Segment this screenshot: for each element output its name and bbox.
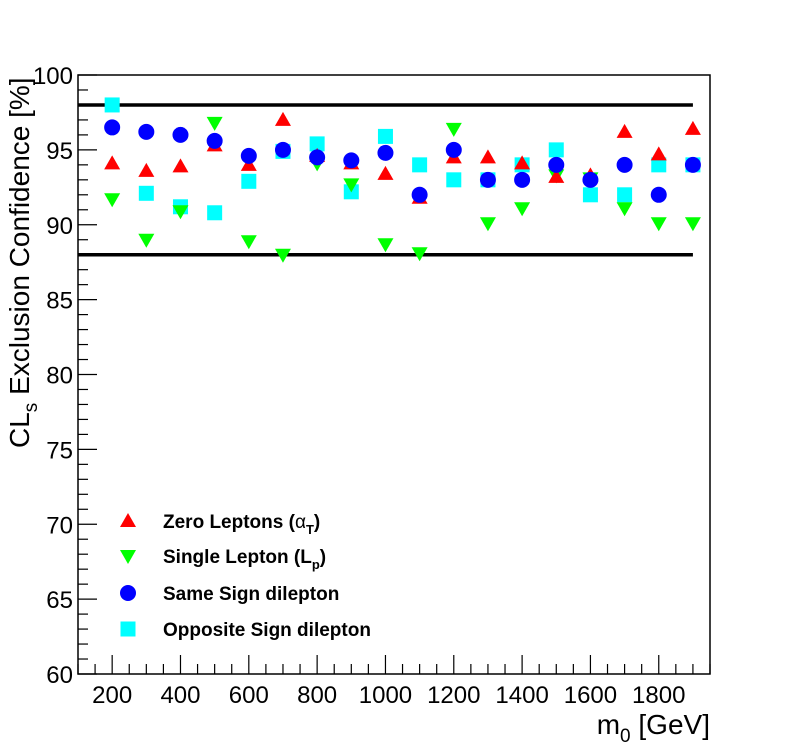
circle-point <box>274 141 291 158</box>
square-point <box>241 173 257 189</box>
legend-marker <box>120 621 136 637</box>
triangle-up-point <box>514 155 531 170</box>
circle-point <box>411 186 428 203</box>
triangle-down-point <box>650 217 667 232</box>
y-tick-label: 100 <box>33 63 73 90</box>
circle-point <box>206 132 223 149</box>
x-tick-label: 600 <box>229 682 269 709</box>
legend-label: Single Lepton (Lp) <box>163 547 326 572</box>
square-point <box>582 187 598 203</box>
series-circle <box>104 119 701 203</box>
triangle-down-point <box>104 193 121 208</box>
triangle-down-point <box>138 233 155 248</box>
legend-label: Zero Leptons (αT) <box>163 512 320 537</box>
circle-point <box>445 141 462 158</box>
triangle-down-point <box>514 202 531 217</box>
circle-point <box>650 186 667 203</box>
axis-ticks <box>77 74 711 675</box>
legend: Zero Leptons (αT) Single Lepton (Lp) Same … <box>120 512 371 641</box>
series-square <box>104 97 701 221</box>
legend-entry: Zero Leptons (αT) <box>120 512 320 537</box>
circle-point <box>548 156 565 173</box>
triangle-down-point <box>479 217 496 232</box>
legend-marker <box>120 585 136 601</box>
circle-point <box>479 171 496 188</box>
triangle-down-point <box>616 202 633 217</box>
triangle-up-point <box>650 146 667 161</box>
triangle-down-point <box>206 116 223 131</box>
x-axis-title: m0 [GeV] <box>597 709 710 747</box>
triangle-down-point <box>240 235 257 250</box>
triangle-up-point <box>138 162 155 177</box>
legend-marker <box>120 513 136 527</box>
circle-point <box>240 147 257 164</box>
triangle-up-point <box>616 123 633 138</box>
triangle-up-point <box>377 165 394 180</box>
y-tick-label: 95 <box>46 138 73 165</box>
circle-point <box>138 123 155 140</box>
y-tick-label: 80 <box>46 363 73 390</box>
triangle-up-point <box>172 158 189 173</box>
triangle-up-point <box>548 168 565 183</box>
x-tick-label: 1200 <box>427 682 480 709</box>
reference-lines <box>78 103 693 257</box>
triangle-down-point <box>343 178 360 193</box>
triangle-down-point <box>274 248 291 263</box>
data-markers <box>104 97 701 263</box>
circle-point <box>616 156 633 173</box>
y-tick-label: 65 <box>46 587 73 614</box>
circle-point <box>377 144 394 161</box>
square-point <box>617 187 633 203</box>
legend-entry: Opposite Sign dilepton <box>120 620 371 641</box>
y-tick-label: 70 <box>46 512 73 539</box>
y-tick-label: 60 <box>46 662 73 689</box>
square-point <box>412 157 428 173</box>
y-axis-title: CLs Exclusion Confidence [%] <box>4 77 42 448</box>
triangle-up-point <box>479 149 496 164</box>
triangle-up-point <box>684 120 701 135</box>
x-tick-label: 1000 <box>359 682 412 709</box>
x-tick-label: 800 <box>297 682 337 709</box>
circle-point <box>309 149 326 166</box>
series-triangle-down <box>104 116 701 263</box>
square-point <box>309 136 325 152</box>
x-tick-label: 400 <box>160 682 200 709</box>
square-point <box>651 157 667 173</box>
circle-point <box>514 171 531 188</box>
square-point <box>377 128 393 144</box>
triangle-down-point <box>172 205 189 220</box>
square-point <box>138 185 154 201</box>
square-point <box>207 205 223 221</box>
x-tick-label: 1400 <box>495 682 548 709</box>
y-tick-label: 75 <box>46 437 73 464</box>
circle-point <box>104 119 121 136</box>
legend-label: Same Sign dilepton <box>163 584 339 605</box>
legend-marker <box>120 550 136 564</box>
triangle-down-point <box>377 238 394 253</box>
legend-entry: Single Lepton (Lp) <box>120 547 326 572</box>
triangle-down-point <box>684 217 701 232</box>
triangle-up-point <box>274 111 291 126</box>
tick-labels: 60 65 70 75 80 85 90 95 100 200 400 600 800 1000 1200 1… <box>33 63 685 709</box>
x-tick-label: 1600 <box>564 682 617 709</box>
legend-label: Opposite Sign dilepton <box>163 620 371 641</box>
series-triangle-up <box>104 111 701 204</box>
x-tick-label: 1800 <box>632 682 685 709</box>
square-point <box>446 172 462 188</box>
circle-point <box>582 171 599 188</box>
circle-point <box>684 156 701 173</box>
y-tick-label: 90 <box>46 213 73 240</box>
square-point <box>104 97 120 113</box>
circle-point <box>343 152 360 169</box>
triangle-up-point <box>104 155 121 170</box>
circle-point <box>172 126 189 143</box>
legend-entry: Same Sign dilepton <box>120 584 339 605</box>
square-point <box>548 142 564 158</box>
y-tick-label: 85 <box>46 288 73 315</box>
triangle-down-point <box>445 122 462 137</box>
x-tick-label: 200 <box>92 682 132 709</box>
triangle-down-point <box>411 247 428 262</box>
